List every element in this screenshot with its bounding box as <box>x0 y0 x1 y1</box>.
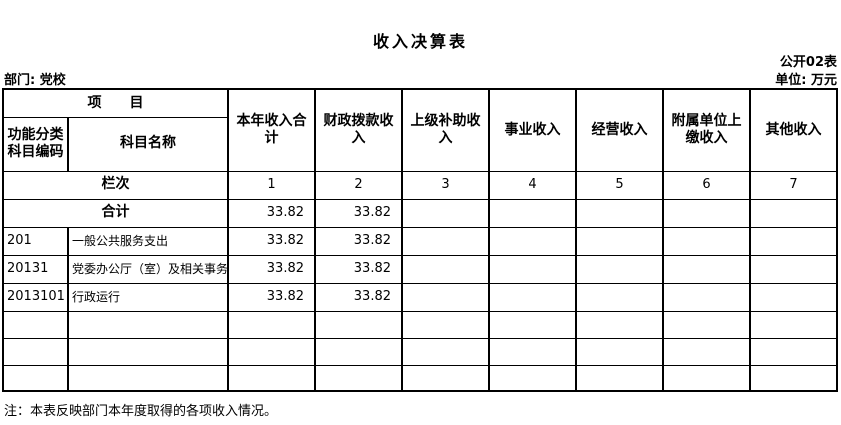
total-value-cell <box>488 198 577 228</box>
row-name-cell: 行政运行 <box>67 282 229 312</box>
column-number-cell: 6 <box>662 170 751 200</box>
col-header-operating-income: 经营收入 <box>575 88 664 172</box>
column-number-cell: 2 <box>314 170 403 200</box>
empty-cell <box>314 337 403 366</box>
empty-cell <box>2 310 69 339</box>
empty-cell <box>401 337 490 366</box>
row-value-cell <box>488 254 577 284</box>
empty-cell <box>314 364 403 392</box>
row-value-cell <box>488 282 577 312</box>
row-value-cell: 33.82 <box>314 282 403 312</box>
empty-cell <box>401 310 490 339</box>
empty-cell <box>749 310 838 339</box>
col-header-fiscal-appropriation-income: 财政拨款收入 <box>314 88 403 172</box>
total-value-cell <box>575 198 664 228</box>
row-value-cell <box>749 226 838 256</box>
row-value-cell <box>749 254 838 284</box>
empty-cell <box>575 310 664 339</box>
empty-cell <box>575 337 664 366</box>
empty-cell <box>662 337 751 366</box>
total-label-cell: 合计 <box>2 198 229 228</box>
column-number-cell: 7 <box>749 170 838 200</box>
unit-label: 单位: 万元 <box>775 73 837 88</box>
col-header-business-income: 事业收入 <box>488 88 577 172</box>
total-value-cell: 33.82 <box>227 198 316 228</box>
header-subject-name: 科目名称 <box>67 116 229 172</box>
row-value-cell <box>662 254 751 284</box>
empty-cell <box>488 337 577 366</box>
income-table: 项 目 本年收入合计 财政拨款收入 上级补助收入 事业收入 经营收入 附属单位上… <box>2 88 838 392</box>
header-function-code: 功能分类科目编码 <box>2 116 69 172</box>
row-value-cell <box>749 282 838 312</box>
empty-cell <box>227 364 316 392</box>
empty-cell <box>227 337 316 366</box>
empty-cell <box>2 364 69 392</box>
table-row: 201 一般公共服务支出 33.82 33.82 <box>2 226 838 256</box>
empty-cell <box>575 364 664 392</box>
empty-cell <box>227 310 316 339</box>
total-value-cell <box>749 198 838 228</box>
row-value-cell <box>662 282 751 312</box>
empty-cell <box>314 310 403 339</box>
row-value-cell <box>401 282 490 312</box>
row-value-cell: 33.82 <box>227 226 316 256</box>
column-number-cell: 5 <box>575 170 664 200</box>
empty-cell <box>662 364 751 392</box>
table-row-empty <box>2 310 838 339</box>
table-row: 20131 党委办公厅（室）及相关事务 33.82 33.82 <box>2 254 838 284</box>
row-value-cell <box>401 226 490 256</box>
row-value-cell <box>488 226 577 256</box>
row-value-cell <box>575 226 664 256</box>
column-number-cell: 1 <box>227 170 316 200</box>
lanci-label-cell: 栏次 <box>2 170 229 200</box>
page-title: 收入决算表 <box>372 32 468 51</box>
column-number-cell: 4 <box>488 170 577 200</box>
row-value-cell <box>662 226 751 256</box>
table-row-empty <box>2 337 838 366</box>
row-code-cell: 201 <box>2 226 69 256</box>
department-label: 部门: 党校 <box>4 73 66 88</box>
total-value-cell: 33.82 <box>314 198 403 228</box>
empty-cell <box>749 337 838 366</box>
col-header-superior-subsidy-income: 上级补助收入 <box>401 88 490 172</box>
total-value-cell <box>401 198 490 228</box>
empty-cell <box>67 337 229 366</box>
row-name-cell: 一般公共服务支出 <box>67 226 229 256</box>
row-value-cell <box>575 254 664 284</box>
empty-cell <box>488 364 577 392</box>
table-row: 2013101 行政运行 33.82 33.82 <box>2 282 838 312</box>
col-header-total-income: 本年收入合计 <box>227 88 316 172</box>
table-note: 注：本表反映部门本年度取得的各项收入情况。 <box>4 404 278 419</box>
row-value-cell: 33.82 <box>314 254 403 284</box>
empty-cell <box>401 364 490 392</box>
row-code-cell: 20131 <box>2 254 69 284</box>
row-value-cell: 33.82 <box>227 254 316 284</box>
doc-code-label: 公开02表 <box>779 55 837 70</box>
row-value-cell: 33.82 <box>314 226 403 256</box>
header-item-group: 项 目 <box>2 88 229 118</box>
row-value-cell <box>575 282 664 312</box>
empty-cell <box>662 310 751 339</box>
row-name-cell: 党委办公厅（室）及相关事务 <box>67 254 229 284</box>
empty-cell <box>67 364 229 392</box>
row-code-cell: 2013101 <box>2 282 69 312</box>
col-header-other-income: 其他收入 <box>749 88 838 172</box>
total-value-cell <box>662 198 751 228</box>
table-row-empty <box>2 364 838 392</box>
empty-cell <box>749 364 838 392</box>
column-number-cell: 3 <box>401 170 490 200</box>
empty-cell <box>488 310 577 339</box>
col-header-affiliated-unit-remittance-income: 附属单位上缴收入 <box>662 88 751 172</box>
empty-cell <box>2 337 69 366</box>
row-value-cell <box>401 254 490 284</box>
row-value-cell: 33.82 <box>227 282 316 312</box>
empty-cell <box>67 310 229 339</box>
